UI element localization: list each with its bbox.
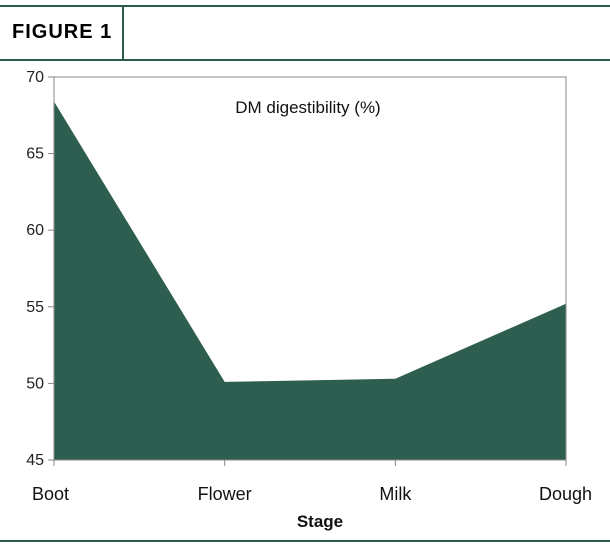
x-tick-label: Flower <box>198 484 252 504</box>
chart-title: DM digestibility (%) <box>235 98 380 117</box>
y-tick-label: 65 <box>26 146 44 163</box>
x-tick-label: Milk <box>379 484 412 504</box>
header-top-rule <box>0 5 610 7</box>
y-tick-label: 70 <box>26 69 44 86</box>
figure-header: FIGURE 1 <box>0 7 610 59</box>
x-axis-label: Stage <box>297 512 343 531</box>
plot-area <box>53 76 567 461</box>
x-tick-label: Dough <box>539 484 592 504</box>
y-tick-label: 60 <box>26 222 44 239</box>
area-series <box>54 101 566 461</box>
figure-bottom-rule <box>0 540 610 542</box>
plot-frame <box>53 76 567 461</box>
y-tick-label: 45 <box>26 452 44 469</box>
y-tick-label: 50 <box>26 375 44 392</box>
y-tick-label: 55 <box>26 299 44 316</box>
figure-label: FIGURE 1 <box>12 21 113 43</box>
x-axis: Boot Flower Milk Dough <box>32 460 592 504</box>
y-axis: 45 50 55 60 65 70 <box>26 69 54 469</box>
x-tick-label: Boot <box>32 484 69 504</box>
header-bottom-rule <box>0 59 610 61</box>
header-divider <box>122 7 124 59</box>
